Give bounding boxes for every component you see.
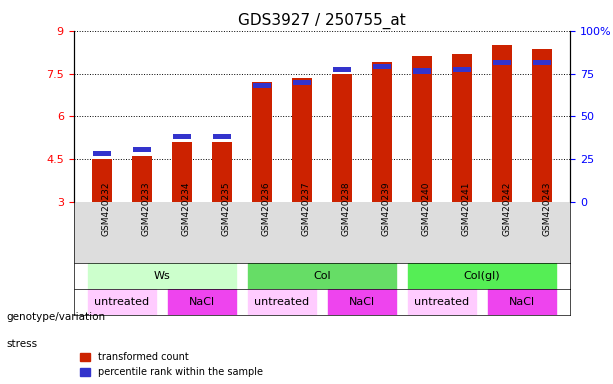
Text: GSM420236: GSM420236 <box>262 181 271 236</box>
Text: Ws: Ws <box>153 271 170 281</box>
Bar <box>93 151 110 156</box>
Text: Col(gl): Col(gl) <box>463 271 500 281</box>
Text: Col: Col <box>313 271 330 281</box>
Text: GSM420233: GSM420233 <box>142 181 151 236</box>
Bar <box>332 74 352 202</box>
Bar <box>172 142 192 202</box>
Text: GSM420237: GSM420237 <box>302 181 311 236</box>
Bar <box>293 80 311 85</box>
Text: untreated: untreated <box>254 297 310 307</box>
Bar <box>492 45 512 202</box>
Bar <box>253 83 271 88</box>
Text: genotype/variation: genotype/variation <box>6 312 105 322</box>
Bar <box>132 156 151 202</box>
Bar <box>173 134 191 139</box>
Bar <box>333 67 351 72</box>
Bar <box>248 289 316 315</box>
Bar <box>211 142 232 202</box>
Bar <box>493 60 511 65</box>
Bar <box>132 147 151 152</box>
Text: GSM420243: GSM420243 <box>542 181 551 235</box>
Text: GSM420238: GSM420238 <box>342 181 351 236</box>
Text: NaCl: NaCl <box>509 297 535 307</box>
Text: GSM420239: GSM420239 <box>382 181 391 236</box>
Text: GSM420240: GSM420240 <box>422 181 431 235</box>
Text: GSM420242: GSM420242 <box>502 181 511 235</box>
Bar <box>372 62 392 202</box>
Bar <box>452 54 472 202</box>
Title: GDS3927 / 250755_at: GDS3927 / 250755_at <box>238 13 406 29</box>
Bar <box>88 263 236 289</box>
Bar <box>413 68 431 74</box>
Bar <box>91 159 112 202</box>
Bar <box>488 289 556 315</box>
Text: GSM420234: GSM420234 <box>181 181 191 235</box>
Bar <box>248 263 396 289</box>
Bar <box>88 289 156 315</box>
Bar <box>292 78 312 202</box>
Bar <box>408 263 556 289</box>
Bar <box>408 289 476 315</box>
Text: stress: stress <box>6 339 37 349</box>
Bar <box>168 289 236 315</box>
Bar <box>373 64 391 69</box>
Legend: transformed count, percentile rank within the sample: transformed count, percentile rank withi… <box>78 350 265 379</box>
Bar <box>532 49 552 202</box>
Text: GSM420241: GSM420241 <box>462 181 471 235</box>
Bar <box>453 67 471 72</box>
Bar <box>213 134 230 139</box>
Bar <box>412 56 432 202</box>
Text: NaCl: NaCl <box>349 297 375 307</box>
Text: untreated: untreated <box>414 297 470 307</box>
Bar <box>252 82 272 202</box>
Bar <box>533 60 551 65</box>
Text: NaCl: NaCl <box>189 297 215 307</box>
Bar <box>328 289 396 315</box>
Text: GSM420235: GSM420235 <box>222 181 230 236</box>
Text: untreated: untreated <box>94 297 149 307</box>
Text: GSM420232: GSM420232 <box>102 181 110 235</box>
